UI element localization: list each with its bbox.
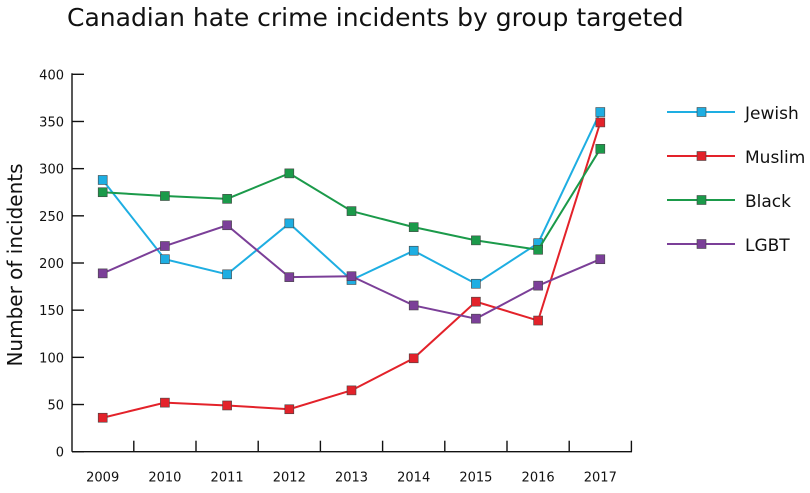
y-tick-label: 100 <box>39 351 64 366</box>
legend-swatch-marker <box>696 107 707 117</box>
y-tick-label: 250 <box>39 210 64 225</box>
series-line-black <box>102 148 602 251</box>
data-point-lgbt <box>284 272 295 282</box>
data-point-black <box>408 222 419 232</box>
series-black <box>97 144 606 255</box>
legend-swatch-marker <box>696 239 707 249</box>
data-point-jewish <box>408 245 419 256</box>
data-point-black <box>160 191 170 201</box>
data-point-muslim <box>222 400 232 411</box>
y-tick-label: 0 <box>56 446 64 461</box>
x-tick-label: 2009 <box>86 471 119 486</box>
legend-label: LGBT <box>745 236 790 256</box>
data-point-muslim <box>408 353 419 364</box>
series-muslim <box>97 117 606 423</box>
x-tick-label: 2017 <box>584 471 617 486</box>
data-point-black <box>284 168 295 179</box>
data-point-lgbt <box>533 280 543 291</box>
x-tick-label: 2012 <box>273 471 306 486</box>
y-tick-label: 50 <box>47 399 64 414</box>
legend-swatch-marker <box>696 195 707 205</box>
data-point-jewish <box>160 254 170 265</box>
y-tick-label: 200 <box>39 257 64 272</box>
data-point-black <box>595 144 606 154</box>
data-point-muslim <box>595 117 606 128</box>
y-tick-label: 400 <box>39 68 64 83</box>
data-point-jewish <box>595 107 606 117</box>
data-point-lgbt <box>595 254 606 265</box>
data-point-black <box>471 235 481 246</box>
x-tick-label: 2015 <box>459 471 492 486</box>
x-tick-label: 2014 <box>397 471 430 486</box>
y-axis-label: Number of incidents <box>3 163 27 366</box>
x-tick-label: 2016 <box>522 471 555 486</box>
x-tick-label: 2010 <box>148 471 181 486</box>
data-point-black <box>533 244 543 255</box>
legend-swatch-marker <box>696 151 707 161</box>
data-point-black <box>222 194 232 204</box>
data-point-muslim <box>533 315 543 326</box>
data-point-lgbt <box>222 220 232 231</box>
data-point-jewish <box>284 218 295 229</box>
data-point-black <box>346 206 357 216</box>
y-tick-label: 300 <box>39 163 64 178</box>
series-lgbt <box>97 220 606 324</box>
data-point-muslim <box>284 404 295 415</box>
data-point-lgbt <box>160 241 170 251</box>
y-tick-label: 350 <box>39 115 64 130</box>
legend-label: Black <box>745 192 791 212</box>
data-point-muslim <box>97 412 108 423</box>
axes: 0 50 100 150 200 250 300 350 400 2009 2010 2011 2012… <box>39 68 633 486</box>
legend-item-jewish: Jewish <box>667 104 799 124</box>
legend-item-muslim: Muslim <box>667 148 805 168</box>
x-tick-label: 2011 <box>211 471 244 486</box>
legend-item-lgbt: LGBT <box>667 236 790 256</box>
data-point-muslim <box>160 397 170 408</box>
series-line-jewish <box>101 111 602 285</box>
series-group <box>97 107 606 423</box>
data-point-lgbt <box>471 313 481 324</box>
series-line-muslim <box>102 122 602 419</box>
data-point-lgbt <box>97 268 108 279</box>
data-point-jewish <box>471 278 481 289</box>
legend: Jewish Muslim Black LGBT <box>667 104 805 256</box>
data-point-lgbt <box>346 271 357 282</box>
legend-item-black: Black <box>667 192 791 212</box>
data-point-lgbt <box>408 300 419 311</box>
series-jewish <box>97 107 606 289</box>
y-tick-label: 150 <box>39 304 64 319</box>
chart-title: Canadian hate crime incidents by group t… <box>67 3 684 32</box>
legend-label: Muslim <box>745 148 805 168</box>
data-point-jewish <box>97 175 108 185</box>
x-tick-label: 2013 <box>335 471 368 486</box>
data-point-jewish <box>222 269 232 280</box>
data-point-muslim <box>346 385 357 396</box>
data-point-muslim <box>471 296 481 307</box>
legend-label: Jewish <box>744 104 799 124</box>
data-point-black <box>97 187 108 198</box>
